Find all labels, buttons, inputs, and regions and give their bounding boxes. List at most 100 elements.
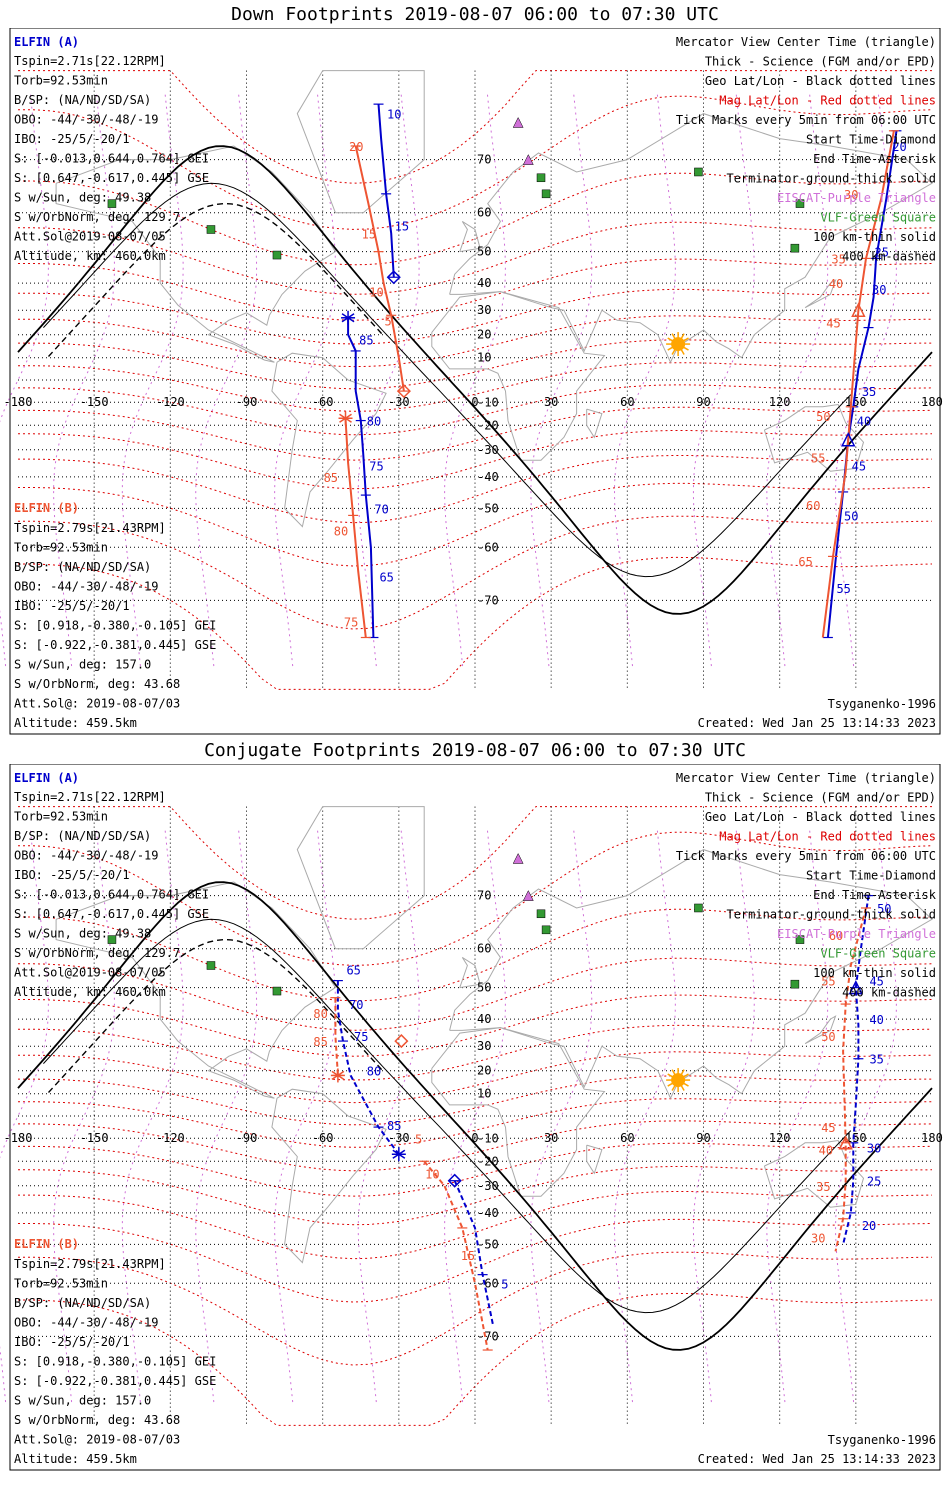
tick-time-label: 85 bbox=[313, 1035, 327, 1049]
lon-tick-label: -60 bbox=[312, 1131, 334, 1145]
tick-time-label: 55 bbox=[836, 582, 850, 596]
mag-lon-line bbox=[53, 93, 116, 667]
tick-time-label: 10 bbox=[369, 286, 383, 300]
tick-time-label: 55 bbox=[811, 452, 825, 466]
map-frame bbox=[9, 28, 941, 735]
tick-time-label: 20 bbox=[892, 140, 906, 154]
elfin-a-info-line: S w/Sun, deg: 49.38 bbox=[14, 927, 151, 941]
tick-time-label: 50 bbox=[816, 410, 830, 424]
lon-tick-label: -30 bbox=[388, 1131, 410, 1145]
vlf-square-icon bbox=[107, 199, 117, 208]
tick-time-label: 60 bbox=[829, 929, 843, 943]
mag-lon-line bbox=[692, 829, 755, 1403]
mag-lon-line bbox=[53, 829, 116, 1403]
lat-tick-label: -10 bbox=[477, 395, 499, 409]
footprint-trace-a-east bbox=[842, 895, 870, 1245]
legend-line: Thick - Science (FGM and/or EPD) bbox=[705, 55, 936, 69]
legend-line: EISCAT-Purple Triangle bbox=[777, 191, 936, 205]
vlf-square-icon bbox=[206, 225, 216, 234]
legend-line: VLF-Green Square bbox=[820, 947, 936, 961]
tick-time-label: 85 bbox=[387, 1119, 401, 1133]
tick-time-label: 80 bbox=[313, 1007, 327, 1021]
lon-tick-label: 90 bbox=[696, 1131, 710, 1145]
created-label: Created: Wed Jan 25 13:14:33 2023 bbox=[698, 1452, 936, 1466]
elfin-b-info-line: S: [-0.922,-0.381,0.445] GSE bbox=[14, 638, 216, 652]
tick-time-label: 15 bbox=[362, 227, 376, 241]
elfin-a-info-line: Torb=92.53min bbox=[14, 810, 108, 824]
legend-line: End Time-Asterisk bbox=[813, 888, 937, 902]
mag-lat-line bbox=[18, 384, 933, 436]
tick-time-label: 80 bbox=[334, 525, 348, 539]
footprint-trace-b-mid bbox=[423, 1160, 489, 1351]
legend-line: Geo Lat/Lon - Black dotted lines bbox=[705, 74, 936, 88]
lon-tick-label: 120 bbox=[769, 395, 791, 409]
legend-line: 400 km-dashed bbox=[842, 986, 936, 1000]
elfin-b-info-line: S w/Sun, deg: 157.0 bbox=[14, 1394, 151, 1408]
lat-tick-label: 70 bbox=[477, 153, 491, 167]
vlf-square-icon bbox=[541, 189, 551, 199]
mag-lat-line bbox=[18, 1120, 933, 1172]
elfin-a-info-line: Att.Sol@2019-08-07/05 bbox=[14, 966, 166, 980]
tick-time-label: 15 bbox=[395, 219, 409, 233]
continent-outline bbox=[55, 145, 337, 363]
vlf-square-icon bbox=[107, 935, 117, 944]
elfin-a-header: ELFIN (A) bbox=[14, 35, 79, 49]
lon-tick-label: 30 bbox=[544, 1131, 558, 1145]
lon-tick-label: -120 bbox=[156, 395, 185, 409]
elfin-a-info-line: OBO: -44/-30/-48/-19 bbox=[14, 849, 159, 863]
mag-lon-line bbox=[613, 93, 676, 667]
vlf-square-icon bbox=[694, 903, 703, 913]
eiscat-triangle-icon bbox=[522, 890, 534, 901]
terminator-400km bbox=[47, 202, 385, 357]
vlf-square-icon bbox=[272, 250, 282, 260]
continent-outline bbox=[271, 1088, 387, 1264]
tick-time-label: 60 bbox=[806, 499, 820, 513]
lat-tick-label: 60 bbox=[477, 942, 491, 956]
model-label: Tsyganenko-1996 bbox=[828, 697, 936, 711]
legend-line: Mercator View Center Time (triangle) bbox=[676, 35, 936, 49]
tick-time-label: 65 bbox=[798, 555, 812, 569]
map-frame bbox=[9, 764, 941, 1471]
elfin-a-info-line: S w/Sun, deg: 49.38 bbox=[14, 191, 151, 205]
mag-lon-line bbox=[613, 829, 676, 1403]
lon-tick-label: -90 bbox=[236, 395, 258, 409]
top-panel-title: Down Footprints 2019-08-07 06:00 to 07:3… bbox=[231, 4, 719, 25]
elfin-a-info-line: S w/OrbNorm, deg: 129.7 bbox=[14, 210, 180, 224]
mag-lon-line bbox=[195, 829, 258, 1403]
center-time-triangle-icon bbox=[848, 979, 864, 995]
elfin-b-info-line: S: [-0.922,-0.381,0.445] GSE bbox=[14, 1374, 216, 1388]
tick-time-label: 75 bbox=[344, 615, 358, 629]
elfin-b-info-line: S w/Sun, deg: 157.0 bbox=[14, 658, 151, 672]
lon-tick-label: 60 bbox=[620, 395, 634, 409]
legend-line: Start Time-Diamond bbox=[806, 133, 936, 147]
lon-tick-label: -30 bbox=[388, 395, 410, 409]
vlf-square-icon bbox=[790, 243, 800, 253]
tick-time-label: 65 bbox=[379, 571, 393, 585]
elfin-a-info-line: Altitude, km: 460.0km bbox=[14, 249, 166, 263]
elfin-a-header: ELFIN (A) bbox=[14, 771, 79, 785]
mag-lat-line bbox=[18, 258, 933, 321]
tick-time-label: 30 bbox=[844, 188, 858, 202]
continent-outline bbox=[296, 806, 425, 950]
tick-time-label: 15 bbox=[461, 1249, 475, 1263]
tick-time-label: 10 bbox=[387, 108, 401, 122]
elfin-b-info-line: S w/OrbNorm, deg: 43.68 bbox=[14, 677, 180, 691]
tick-time-label: 10 bbox=[425, 1167, 439, 1181]
lon-tick-label: 60 bbox=[620, 1131, 634, 1145]
mag-lat-line bbox=[18, 1098, 933, 1148]
legend-line: End Time-Asterisk bbox=[813, 152, 937, 166]
legend-line: Mag Lat/Lon - Red dotted lines bbox=[719, 830, 936, 844]
mag-lat-line bbox=[18, 556, 933, 690]
mag-lat-line bbox=[18, 482, 933, 567]
elfin-b-info-line: Tspin=2.79s[21.43RPM] bbox=[14, 1257, 166, 1271]
elfin-a-info-line: Altitude, km: 460.0km bbox=[14, 985, 166, 999]
vlf-square-icon bbox=[536, 909, 546, 919]
mag-lon-line bbox=[444, 829, 506, 1403]
legend-line: Tick Marks every 5min from 06:00 UTC bbox=[676, 113, 936, 127]
elfin-b-info-line: S w/OrbNorm, deg: 43.68 bbox=[14, 1413, 180, 1427]
legend-line: Tick Marks every 5min from 06:00 UTC bbox=[676, 849, 936, 863]
legend-line: Mercator View Center Time (triangle) bbox=[676, 771, 936, 785]
created-label: Created: Wed Jan 25 13:14:33 2023 bbox=[698, 716, 936, 730]
continent-outline bbox=[804, 279, 837, 309]
mag-lat-line bbox=[18, 221, 933, 295]
